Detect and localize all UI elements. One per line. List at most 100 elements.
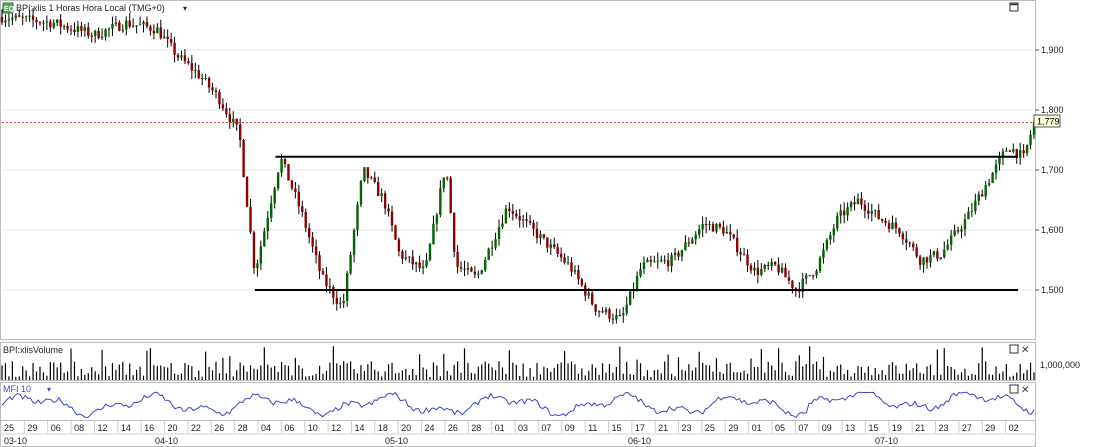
candle-body <box>525 219 527 221</box>
candle-body <box>760 269 762 275</box>
candle-body <box>429 244 431 260</box>
volume-bar <box>1033 372 1034 380</box>
candle-body <box>698 229 700 234</box>
volume-maximize-icon[interactable] <box>1010 345 1018 353</box>
candle-body <box>860 198 862 204</box>
candle-body <box>567 262 569 263</box>
candle-body <box>59 20 61 27</box>
volume-bar <box>913 368 914 380</box>
volume-bar <box>561 362 562 380</box>
candle-body <box>546 238 548 248</box>
volume-bar <box>291 375 292 380</box>
candle-body <box>532 223 534 229</box>
volume-bar <box>336 363 337 380</box>
volume-bar <box>778 348 779 380</box>
candle-body <box>18 15 20 17</box>
volume-bar <box>478 367 479 380</box>
volume-bar <box>512 363 513 380</box>
candle-body <box>139 24 141 25</box>
candle-body <box>1019 150 1021 158</box>
volume-bar <box>947 366 948 380</box>
title-dropdown-icon[interactable]: ▾ <box>183 4 187 13</box>
candle-body <box>173 43 175 55</box>
volume-bar <box>771 365 772 380</box>
candle-body <box>46 22 48 23</box>
volume-bar <box>923 374 924 380</box>
candle-body <box>80 26 82 31</box>
candle-body <box>598 311 600 312</box>
volume-bar <box>181 374 182 380</box>
volume-close-icon[interactable]: ✕ <box>1021 345 1029 356</box>
candle-body <box>898 228 900 233</box>
candle-body <box>853 202 855 204</box>
volume-bar <box>347 363 348 380</box>
candle-body <box>663 260 665 261</box>
volume-bar <box>364 371 365 380</box>
candle-body <box>508 209 510 212</box>
candle-body <box>971 211 973 212</box>
candle-body <box>287 164 289 180</box>
x-day-label: 23 <box>682 423 692 433</box>
candle-body <box>308 228 310 237</box>
mfi-dropdown-icon[interactable]: ▾ <box>47 385 51 394</box>
candle-body <box>260 246 262 263</box>
candle-body <box>122 30 124 31</box>
x-day-label: 07 <box>798 423 808 433</box>
mfi-maximize-icon[interactable] <box>1010 385 1018 393</box>
volume-bar <box>443 354 444 380</box>
volume-bar <box>95 371 96 380</box>
candle-body <box>926 257 928 262</box>
x-day-label: 26 <box>214 423 224 433</box>
volume-bar <box>208 367 209 380</box>
volume-bar <box>157 366 158 380</box>
candle-body <box>284 159 286 164</box>
volume-bar <box>640 363 641 380</box>
volume-bar <box>326 371 327 380</box>
volume-bar <box>253 369 254 380</box>
candle-body <box>35 20 37 23</box>
candle-body <box>591 293 593 304</box>
volume-bar <box>74 362 75 380</box>
candle-body <box>363 167 365 181</box>
candle-body <box>498 227 500 239</box>
x-day-label: 27 <box>962 423 972 433</box>
x-day-label: 01 <box>752 423 762 433</box>
volume-bar <box>371 361 372 380</box>
volume-bar <box>688 364 689 380</box>
mfi-close-icon[interactable]: ✕ <box>1021 385 1029 396</box>
volume-bar <box>1023 373 1024 380</box>
candle-body <box>639 269 641 276</box>
volume-bar <box>602 363 603 380</box>
volume-bar <box>895 366 896 380</box>
candle-body <box>822 249 824 258</box>
candle-body <box>494 239 496 247</box>
volume-bar <box>64 373 65 380</box>
volume-bar <box>543 367 544 380</box>
volume-bar <box>43 372 44 380</box>
volume-bar <box>616 367 617 380</box>
candle-body <box>142 22 144 24</box>
candle-body <box>1022 150 1024 153</box>
candle-body <box>439 188 441 215</box>
volume-bar <box>405 369 406 380</box>
volume-bar <box>460 373 461 380</box>
x-day-label: 28 <box>238 423 248 433</box>
candle-body <box>867 211 869 214</box>
candle-body <box>311 237 313 246</box>
candle-body <box>777 265 779 273</box>
x-day-label: 24 <box>425 423 435 433</box>
volume-bar <box>264 347 265 380</box>
volume-bar <box>926 366 927 380</box>
volume-bar <box>222 358 223 380</box>
volume-bar <box>709 365 710 380</box>
candle-body <box>943 250 945 258</box>
candle-body <box>688 242 690 243</box>
candle-body <box>53 23 55 27</box>
candle-body <box>101 37 103 38</box>
volume-bar <box>799 355 800 380</box>
volume-bar <box>802 367 803 380</box>
candle-body <box>936 251 938 258</box>
candle-body <box>367 167 369 178</box>
volume-bar <box>101 350 102 380</box>
volume-bar <box>706 365 707 380</box>
